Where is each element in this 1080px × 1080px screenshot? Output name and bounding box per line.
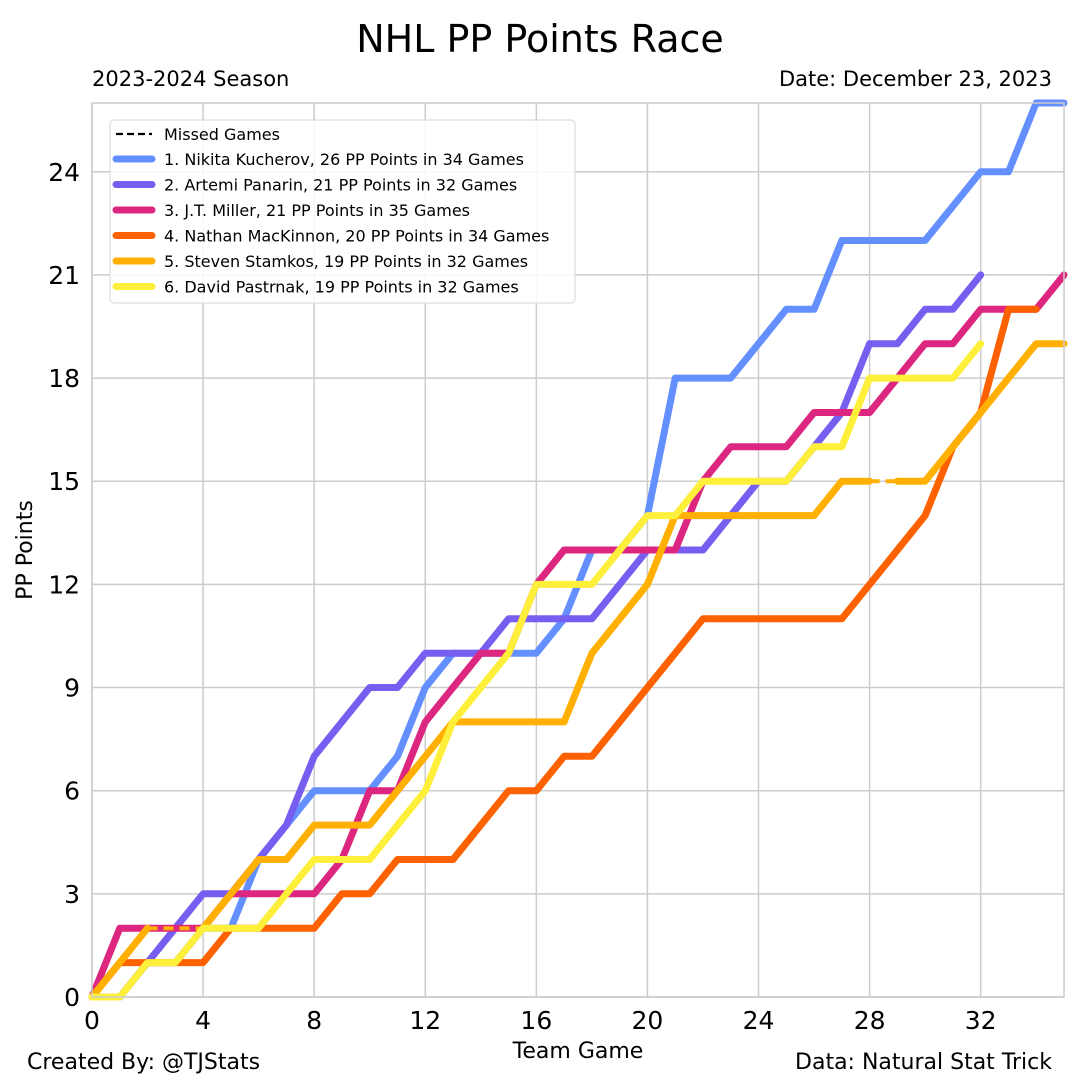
y-tick-label: 6 [64,777,80,806]
series-lines [88,99,1068,1001]
x-tick-label: 24 [743,1006,775,1035]
series-6 [88,340,985,1001]
legend-label: 1. Nikita Kucherov, 26 PP Points in 34 G… [164,150,524,169]
y-tick-label: 12 [48,570,80,599]
series-line [88,924,151,1001]
x-tick-label: 4 [195,1006,211,1035]
x-tick-label: 8 [306,1006,322,1035]
legend-label: 5. Steven Stamkos, 19 PP Points in 32 Ga… [164,252,528,271]
data-source-label: Data: Natural Stat Trick [795,1050,1052,1075]
y-tick-label: 21 [48,261,80,290]
plot-frame [91,102,1065,998]
series-5 [88,340,1068,1001]
legend-label: 6. David Pastrnak, 19 PP Points in 32 Ga… [164,278,519,297]
series-line [893,340,1068,485]
series-line [199,477,874,932]
y-axis-ticks: 0 3 6 9 12 15 18 21 24 [48,158,80,1012]
legend: Missed Games 1. Nikita Kucherov, 26 PP P… [109,119,576,304]
y-tick-label: 9 [64,674,80,703]
x-tick-label: 16 [520,1006,552,1035]
credit-label: Created By: @TJStats [27,1050,260,1075]
x-tick-label: 0 [84,1006,100,1035]
x-tick-label: 28 [854,1006,886,1035]
series-line [88,271,1068,1001]
legend-label: 3. J.T. Miller, 21 PP Points in 35 Games [164,201,470,220]
x-tick-label: 20 [632,1006,664,1035]
series-line [88,340,985,1001]
y-tick-label: 15 [48,467,80,496]
y-tick-label: 18 [48,364,80,393]
y-tick-label: 0 [64,983,80,1012]
y-axis-label: PP Points [13,500,38,600]
legend-label: 2. Artemi Panarin, 21 PP Points in 32 Ga… [164,176,517,195]
date-label: Date: December 23, 2023 [779,67,1052,91]
x-tick-label: 12 [409,1006,441,1035]
legend-box [109,119,576,304]
legend-label: 4. Nathan MacKinnon, 20 PP Points in 34 … [164,227,549,246]
chart-title: NHL PP Points Race [356,17,724,61]
legend-missed-games-label: Missed Games [164,125,280,144]
x-tick-label: 32 [965,1006,997,1035]
series-3 [88,271,1068,1001]
x-axis-ticks: 0 4 8 12 16 20 24 28 32 [84,1006,997,1035]
x-axis-label: Team Game [512,1039,644,1064]
y-tick-label: 3 [64,880,80,909]
y-tick-label: 24 [48,158,80,187]
season-label: 2023-2024 Season [92,67,289,91]
